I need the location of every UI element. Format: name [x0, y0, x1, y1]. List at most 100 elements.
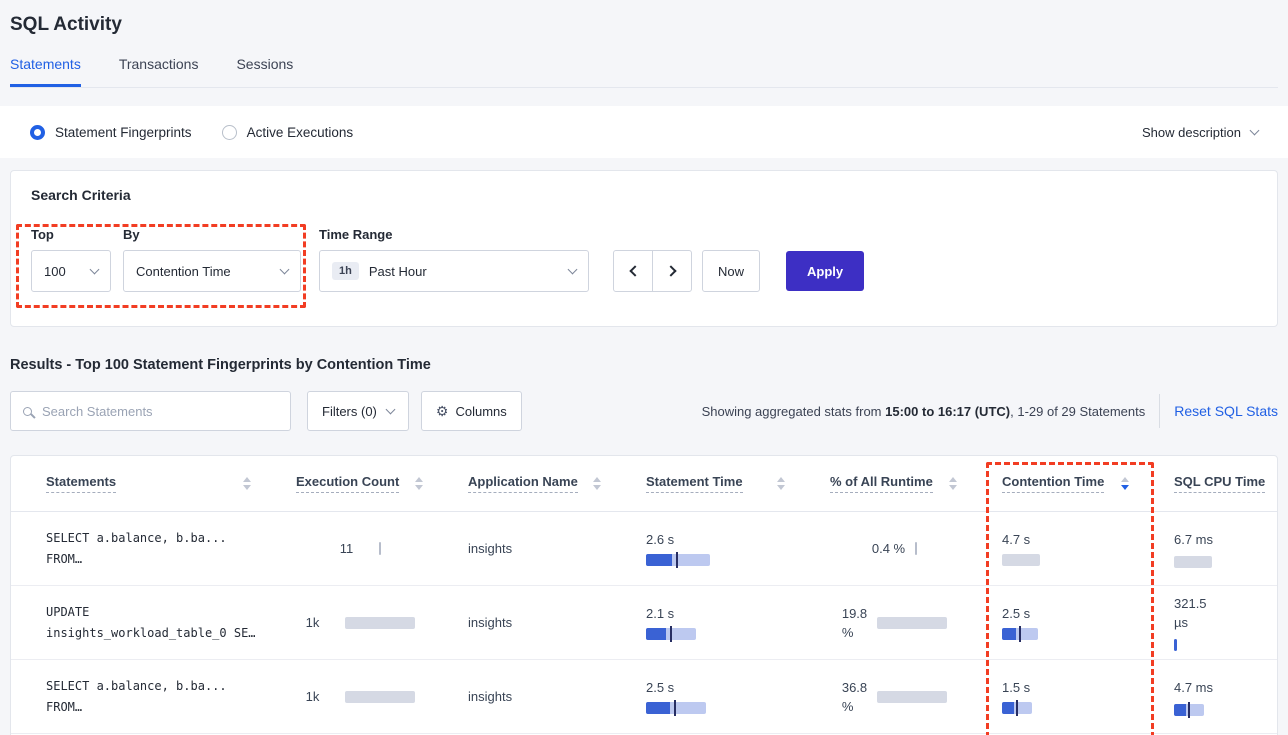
sort-icon-active	[1121, 477, 1129, 490]
runtime-pct-cell: 36.8 %	[795, 660, 967, 733]
cpu-time-bar	[1174, 639, 1177, 651]
runtime-pct-cell: 0.4 %	[795, 512, 967, 585]
aggregated-stats-text: Showing aggregated stats from 15:00 to 1…	[701, 403, 1146, 419]
contention-time-bar	[1002, 553, 1040, 566]
by-field: By Contention Time	[123, 227, 301, 292]
chevron-down-icon	[567, 264, 578, 274]
statement-time-cell: 2.1 s	[611, 586, 795, 659]
cpu-time-cell: 321.5 µs	[1139, 586, 1277, 659]
column-header-sql-cpu-time[interactable]: SQL CPU Time	[1139, 456, 1277, 511]
time-range-badge: 1h	[332, 262, 359, 280]
table-header-row: Statements Execution Count Application N…	[11, 456, 1277, 512]
filters-button[interactable]: Filters (0)	[307, 391, 409, 431]
sort-icon	[415, 477, 423, 490]
column-header-execution-count[interactable]: Execution Count	[261, 456, 433, 511]
column-header-statements[interactable]: Statements	[11, 456, 261, 511]
statement-cell[interactable]: SELECT a.balance, b.ba... FROM…	[46, 530, 227, 566]
radio-active-executions[interactable]: Active Executions	[221, 124, 354, 140]
radio-selected-icon	[30, 124, 45, 140]
search-icon	[23, 406, 32, 416]
application-name-cell: insights	[468, 615, 513, 630]
search-criteria-card: Search Criteria Top 100 By Contention Ti…	[10, 170, 1278, 327]
table-row: SELECT a.balance, b.ba... FROM… 1k insig…	[11, 660, 1277, 734]
runtime-pct-bar	[877, 690, 948, 703]
divider	[1159, 394, 1161, 428]
by-select[interactable]: Contention Time	[123, 250, 301, 292]
runtime-pct-bar	[877, 616, 948, 629]
statement-cell[interactable]: SELECT a.balance, b.ba... FROM…	[46, 678, 227, 714]
tab-statements[interactable]: Statements	[10, 56, 81, 87]
by-label: By	[123, 227, 140, 242]
show-description-toggle[interactable]: Show description	[1142, 124, 1260, 140]
top-select-value: 100	[44, 263, 66, 279]
columns-button-label: Columns	[455, 403, 507, 419]
radio-label: Active Executions	[246, 124, 354, 140]
columns-button[interactable]: ⚙ Columns	[420, 391, 522, 431]
results-title: Results - Top 100 Statement Fingerprints…	[10, 357, 431, 373]
time-range-value: Past Hour	[368, 263, 427, 279]
stats-time-range: 15:00 to 16:17 (UTC)	[885, 403, 1011, 419]
topbar: SQL Activity Statements Transactions Ses…	[0, 0, 1288, 88]
radio-unselected-icon	[221, 124, 237, 140]
contention-time-bar	[1002, 699, 1032, 716]
chevron-down-icon	[279, 264, 290, 274]
top-select[interactable]: 100	[31, 250, 111, 292]
statement-time-bar	[646, 551, 710, 568]
criteria-row: Top 100 By Contention Time Time Range 1h…	[31, 227, 1257, 292]
count-bar	[345, 690, 416, 703]
now-button[interactable]: Now	[702, 250, 761, 292]
reset-sql-stats-link[interactable]: Reset SQL Stats	[1174, 403, 1278, 419]
application-name-cell: insights	[468, 541, 513, 556]
toolbar-right: Showing aggregated stats from 15:00 to 1…	[702, 394, 1278, 428]
runtime-pct-bar	[915, 542, 918, 555]
statement-time-cell: 2.6 s	[611, 512, 795, 585]
top-field: Top 100	[31, 227, 111, 292]
by-select-value: Contention Time	[136, 263, 231, 279]
count-bar	[379, 542, 382, 555]
show-description-label: Show description	[1142, 124, 1241, 140]
contention-time-cell: 1.5 s	[967, 660, 1139, 733]
tabs: Statements Transactions Sessions	[10, 56, 1278, 88]
radio-statement-fingerprints[interactable]: Statement Fingerprints	[30, 124, 192, 140]
column-header-runtime-pct[interactable]: % of All Runtime	[795, 456, 967, 511]
contention-time-bar	[1002, 625, 1038, 642]
time-range-select[interactable]: 1h Past Hour	[319, 250, 589, 292]
time-next-button[interactable]	[652, 250, 692, 292]
chevron-left-icon	[628, 265, 641, 277]
execution-count-cell: 11	[261, 512, 433, 585]
runtime-pct-cell: 19.8 %	[795, 586, 967, 659]
statement-time-bar	[646, 625, 696, 642]
cpu-time-cell: 6.7 ms	[1139, 512, 1277, 585]
column-header-contention-time[interactable]: Contention Time	[967, 456, 1139, 511]
statement-time-cell: 2.5 s	[611, 660, 795, 733]
table-row: SELECT a.balance, b.ba... FROM… 11 insig…	[11, 512, 1277, 586]
cpu-time-bar	[1174, 701, 1204, 718]
page-title: SQL Activity	[10, 14, 122, 35]
sort-icon	[593, 477, 601, 490]
column-header-application-name[interactable]: Application Name	[433, 456, 611, 511]
search-statements-input[interactable]	[42, 403, 278, 419]
chevron-right-icon	[664, 265, 677, 277]
count-bar	[345, 616, 416, 629]
table-row: UPDATE insights_workload_table_0 SE… 1k …	[11, 586, 1277, 660]
tab-sessions[interactable]: Sessions	[236, 56, 294, 72]
apply-button[interactable]: Apply	[786, 251, 865, 291]
chevron-down-icon	[1249, 125, 1260, 135]
time-range-field: Time Range 1h Past Hour	[319, 227, 589, 292]
results-toolbar: Filters (0) ⚙ Columns Showing aggregated…	[10, 391, 1278, 431]
execution-count-cell: 1k	[261, 586, 433, 659]
statement-cell[interactable]: UPDATE insights_workload_table_0 SE…	[46, 604, 256, 640]
application-name-cell: insights	[468, 689, 513, 704]
sort-icon	[777, 477, 785, 490]
tab-transactions[interactable]: Transactions	[118, 56, 199, 72]
column-header-statement-time[interactable]: Statement Time	[611, 456, 795, 511]
search-statements-box	[10, 391, 291, 431]
statement-time-bar	[646, 699, 706, 716]
cpu-time-bar	[1174, 555, 1212, 568]
time-prev-button[interactable]	[613, 250, 653, 292]
chevron-down-icon	[385, 404, 396, 414]
time-range-label: Time Range	[319, 227, 393, 242]
top-label: Top	[31, 227, 54, 242]
view-toggle-bar: Statement Fingerprints Active Executions…	[0, 106, 1288, 158]
